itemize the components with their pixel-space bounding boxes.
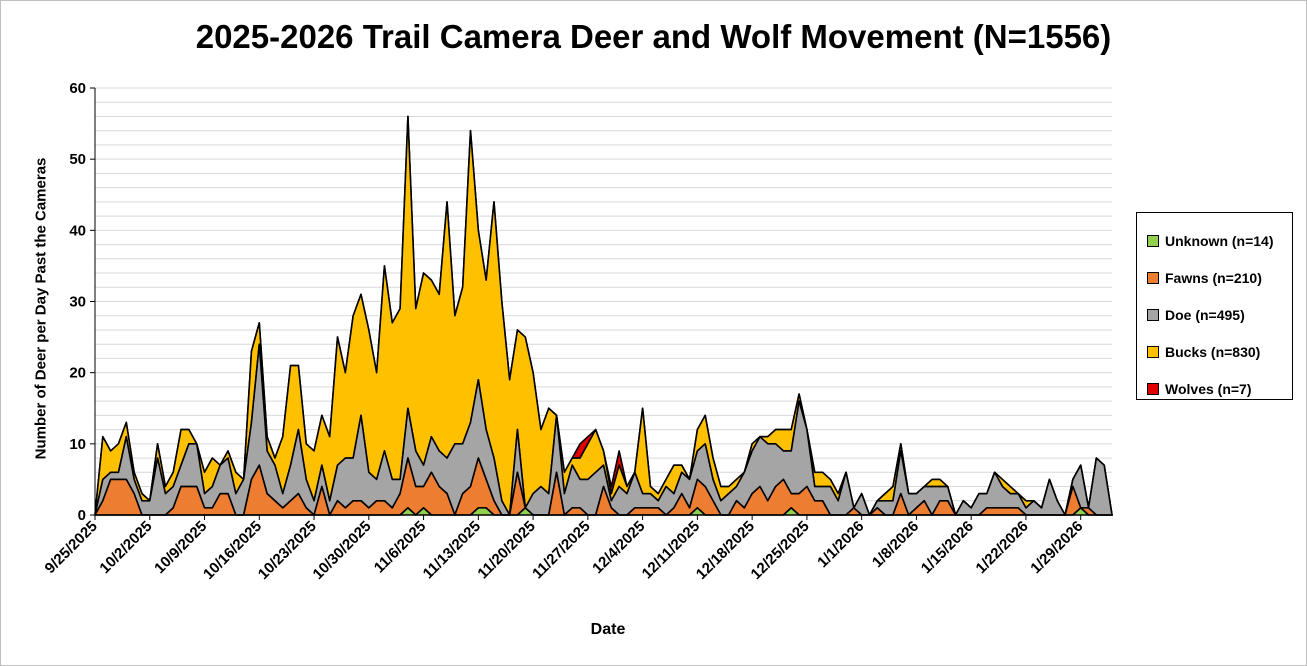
x-tick-label: 11/20/2025 — [474, 518, 539, 583]
x-tick-label: 1/29/2026 — [1027, 518, 1086, 577]
legend-swatch — [1147, 345, 1159, 358]
x-tick-label: 11/27/2025 — [529, 518, 594, 583]
x-tick-label: 10/30/2025 — [310, 518, 375, 583]
legend-swatch — [1147, 271, 1159, 284]
legend-swatch — [1147, 234, 1159, 247]
legend-label: Doe (n=495) — [1165, 306, 1245, 323]
legend-label: Bucks (n=830) — [1165, 343, 1261, 360]
x-tick-label: 11/6/2025 — [371, 518, 430, 577]
x-tick-label: 9/25/2025 — [42, 518, 101, 577]
legend-label: Unknown (n=14) — [1165, 232, 1274, 249]
legend-label: Wolves (n=7) — [1165, 380, 1252, 397]
legend-item-bucks: Bucks (n=830) — [1137, 333, 1292, 370]
legend-swatch — [1147, 308, 1159, 321]
y-tick-label: 0 — [78, 507, 86, 524]
x-tick-label: 1/1/2026 — [814, 518, 867, 571]
x-tick-label: 10/23/2025 — [255, 518, 320, 583]
x-tick-label: 10/2/2025 — [96, 518, 155, 577]
y-tick-label: 30 — [69, 294, 86, 311]
y-tick-label: 50 — [69, 151, 86, 168]
y-tick-label: 10 — [69, 436, 86, 453]
y-tick-label: 40 — [69, 222, 86, 239]
y-tick-label: 60 — [69, 80, 86, 97]
legend-item-unknown: Unknown (n=14) — [1137, 222, 1292, 259]
x-tick-label: 1/22/2026 — [973, 518, 1032, 577]
y-tick-label: 20 — [69, 365, 86, 382]
legend-label: Fawns (n=210) — [1165, 269, 1262, 286]
legend-item-wolves: Wolves (n=7) — [1137, 370, 1292, 407]
x-tick-label: 1/8/2026 — [869, 518, 922, 571]
x-tick-label: 11/13/2025 — [420, 518, 485, 583]
x-tick-label: 12/25/2025 — [748, 518, 813, 583]
legend-swatch — [1147, 382, 1159, 395]
legend-item-doe: Doe (n=495) — [1137, 296, 1292, 333]
legend-item-fawns: Fawns (n=210) — [1137, 259, 1292, 296]
chart-title: 2025-2026 Trail Camera Deer and Wolf Mov… — [195, 18, 1112, 55]
x-axis-title: Date — [590, 621, 626, 638]
x-tick-label: 10/16/2025 — [200, 518, 265, 583]
x-tick-label: 1/15/2026 — [918, 518, 977, 577]
x-tick-label: 12/18/2025 — [693, 518, 758, 583]
chart-legend: Unknown (n=14) Fawns (n=210) Doe (n=495) Bu… — [1136, 212, 1293, 400]
